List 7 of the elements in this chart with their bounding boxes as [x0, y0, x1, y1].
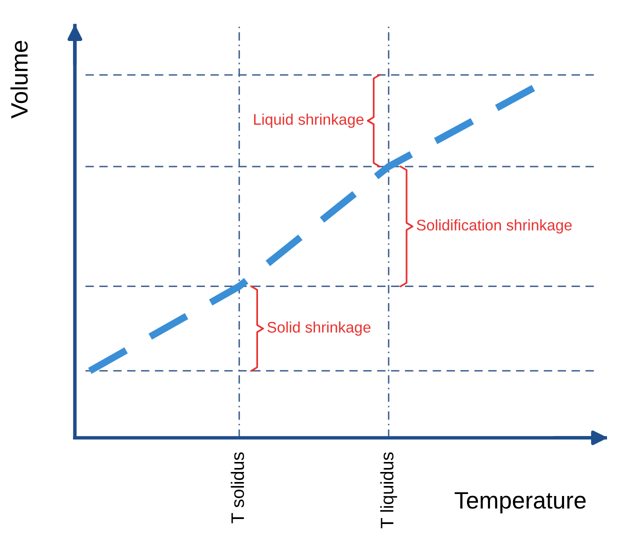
- x-axis-title: Temperature: [454, 492, 586, 514]
- annotation: Solidification shrinkage: [416, 219, 572, 234]
- annotation: Solid shrinkage: [267, 321, 370, 336]
- annotation: Liquid shrinkage: [254, 114, 364, 128]
- y-axis-title: Volume: [10, 40, 28, 118]
- x-tick-label: T liquidus: [380, 452, 398, 528]
- x-tick-label: T solidus: [230, 452, 244, 524]
